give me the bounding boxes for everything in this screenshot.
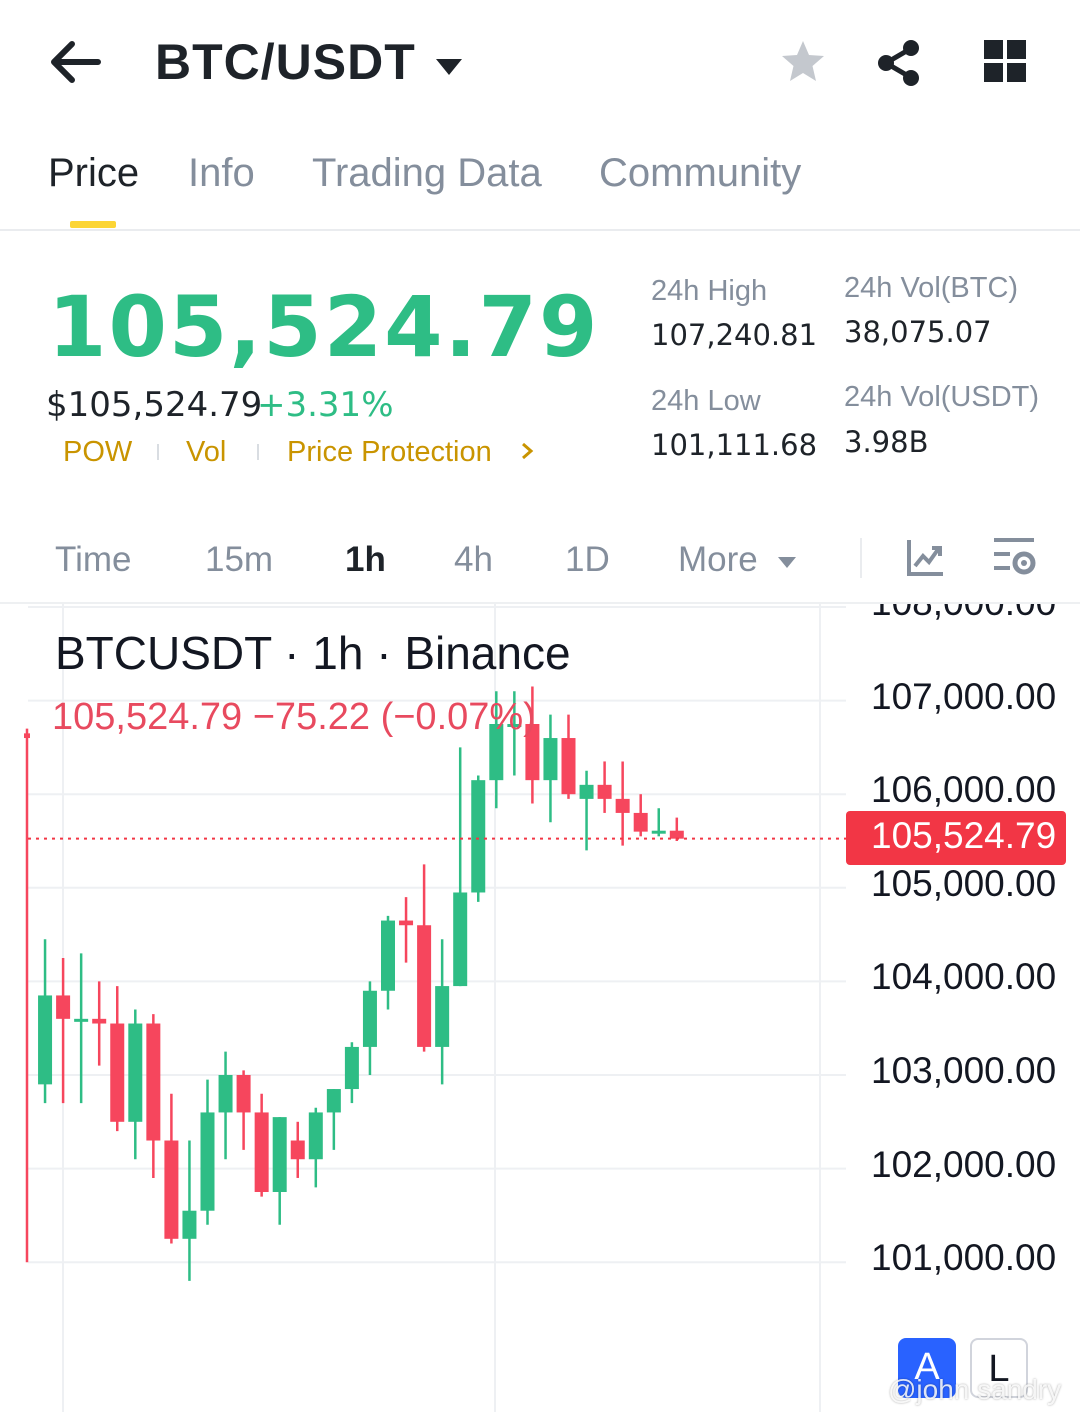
tag-divider	[157, 444, 159, 460]
interval-15m[interactable]: 15m	[205, 540, 274, 579]
candlestick-chart[interactable]: BTCUSDT · 1h · Binance 105,524.79 −75.22…	[0, 604, 1080, 1412]
candle-body	[164, 1140, 179, 1239]
interval-more-label: More	[678, 540, 758, 579]
candle-body	[543, 738, 558, 781]
low-value: 101,111.68	[651, 428, 818, 462]
vol-usdt-value: 3.98B	[844, 425, 929, 459]
candle-body	[290, 1140, 305, 1160]
log-scale-button[interactable]: L	[970, 1338, 1028, 1398]
candle-body	[344, 1046, 359, 1090]
vol-usdt-label: 24h Vol(USDT)	[844, 381, 1040, 413]
candle-body	[615, 798, 630, 813]
low-label: 24h Low	[651, 385, 761, 417]
candle-body	[453, 892, 468, 987]
star-icon[interactable]	[778, 38, 828, 88]
high-label: 24h High	[651, 275, 768, 307]
y-axis-tick-label: 101,000.00	[871, 1237, 1057, 1279]
tab-trading-data[interactable]: Trading Data	[312, 151, 542, 195]
candle-body	[579, 784, 594, 799]
tag-pow[interactable]: POW	[63, 436, 133, 468]
share-icon[interactable]	[874, 38, 924, 88]
interval-1d[interactable]: 1D	[565, 540, 610, 579]
y-axis-tick-label: 107,000.00	[871, 675, 1057, 717]
y-axis-tick-label: 102,000.00	[871, 1143, 1057, 1185]
header: BTC/USDT	[0, 0, 1080, 125]
candle-body	[236, 1075, 251, 1113]
vol-btc-value: 38,075.07	[844, 315, 992, 349]
candle-body	[435, 986, 450, 1047]
candle-body	[200, 1112, 215, 1211]
candle-body	[633, 812, 648, 832]
tag-divider	[257, 444, 259, 460]
candle-body	[326, 1089, 341, 1113]
candle-body	[417, 925, 432, 1047]
interval-time[interactable]: Time	[55, 540, 132, 579]
candle-body	[362, 990, 377, 1047]
grid-icon[interactable]	[982, 38, 1032, 88]
high-value: 107,240.81	[651, 318, 818, 352]
candle-body	[74, 1018, 89, 1022]
candle-body	[597, 784, 612, 799]
candle-body	[24, 733, 30, 739]
candle-body	[218, 1075, 233, 1113]
interval-bar: Time 15m 1h 4h 1D More	[0, 520, 1080, 604]
candle-body	[308, 1112, 323, 1160]
y-axis-tick-label: 108,000.00	[871, 604, 1056, 624]
last-price-tag: 105,524.79	[846, 810, 1066, 865]
y-axis-tick-label: 104,000.00	[871, 956, 1057, 998]
y-axis-tick-label: 106,000.00	[871, 769, 1057, 811]
candle-body	[128, 1023, 143, 1122]
candle-body	[146, 1023, 161, 1141]
tag-vol[interactable]: Vol	[186, 436, 227, 468]
y-axis-tick-label: 105,000.00	[871, 862, 1057, 904]
usd-price: $105,524.79	[46, 385, 263, 425]
pair-selector[interactable]: BTC/USDT	[155, 33, 464, 95]
chart-canvas	[24, 604, 846, 1412]
tag-price-protection[interactable]: Price Protection	[287, 436, 534, 469]
indicator-chart-icon[interactable]	[905, 538, 945, 578]
candle-body	[110, 1023, 125, 1122]
chart-settings-icon[interactable]	[992, 535, 1038, 581]
chart-ohlc-readout: 105,524.79 −75.22 (−0.07%)	[52, 696, 536, 738]
back-arrow-icon[interactable]	[48, 38, 104, 86]
pair-title: BTC/USDT	[155, 34, 416, 90]
interval-divider	[860, 538, 862, 578]
watermark: @john sandry	[888, 1374, 1062, 1405]
candle-body	[56, 995, 71, 1019]
candle-body	[651, 830, 666, 834]
change-percent: +3.31%	[257, 385, 394, 425]
tag-price-protection-label: Price Protection	[287, 436, 492, 468]
vol-btc-label: 24h Vol(BTC)	[844, 272, 1019, 304]
y-axis-tick-label: 103,000.00	[871, 1050, 1057, 1091]
candle-body	[669, 830, 684, 839]
candle-body	[561, 738, 576, 795]
tab-price[interactable]: Price	[48, 151, 140, 195]
candle-body	[381, 920, 395, 991]
candle-body	[272, 1117, 287, 1192]
tab-community[interactable]: Community	[599, 151, 802, 195]
chevron-right-icon	[520, 436, 534, 469]
interval-more[interactable]: More	[678, 540, 797, 582]
tab-bar: Price Info Trading Data Community	[0, 125, 1080, 231]
candle-body	[471, 780, 486, 893]
candle-body	[254, 1112, 269, 1192]
candle-body	[507, 724, 522, 727]
active-tab-indicator	[70, 221, 116, 228]
candle-body	[92, 1018, 107, 1024]
interval-1h[interactable]: 1h	[345, 540, 386, 579]
caret-down-icon	[777, 538, 797, 578]
candle-body	[489, 724, 504, 781]
candle-body	[182, 1210, 197, 1239]
auto-scale-button[interactable]: A	[898, 1338, 956, 1398]
candle-body	[525, 724, 540, 781]
last-price: 105,524.79	[48, 278, 600, 376]
interval-4h[interactable]: 4h	[454, 540, 493, 579]
chart-title: BTCUSDT · 1h · Binance	[55, 627, 571, 679]
candle-body	[399, 920, 414, 926]
tab-info[interactable]: Info	[188, 151, 255, 195]
candle-body	[38, 995, 53, 1085]
caret-down-icon	[434, 31, 464, 89]
